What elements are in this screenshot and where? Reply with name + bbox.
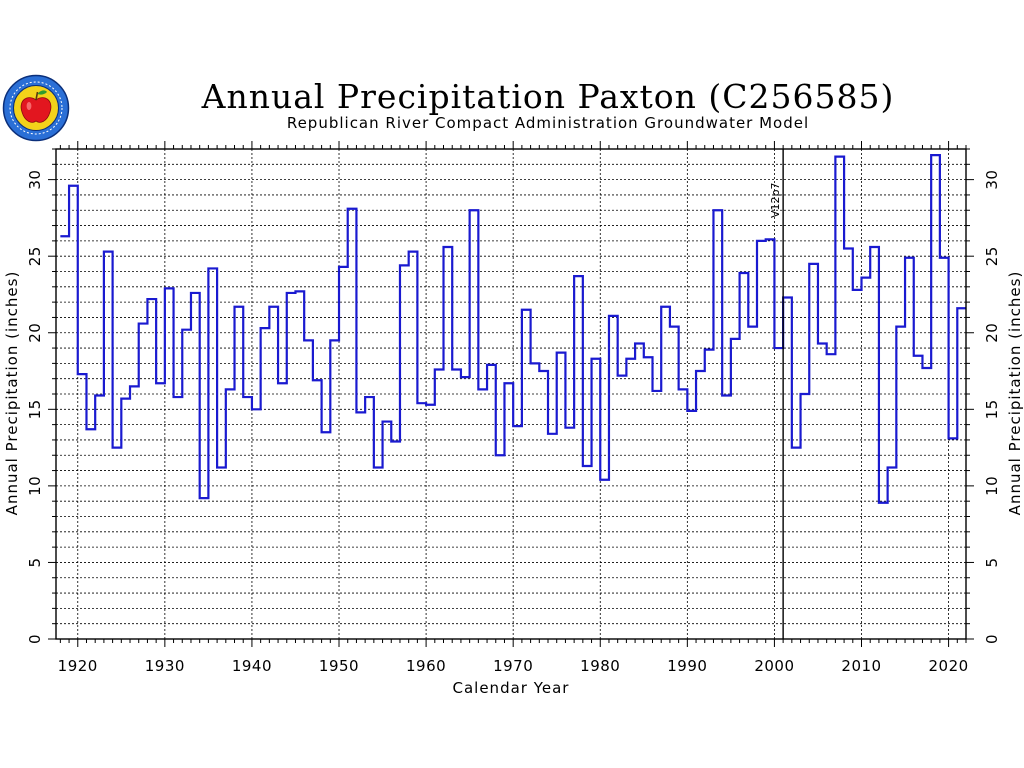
y-tick-label-right: 5 [983,557,1001,567]
y-tick-label-right: 0 [983,634,1001,644]
y-tick-label-left: 20 [26,323,44,343]
x-tick-label: 1930 [145,657,185,675]
x-tick-label: 2020 [928,657,968,675]
x-tick-label: 1940 [232,657,272,675]
precipitation-series-line [60,154,966,504]
y-tick-label-right: 10 [983,476,1001,496]
x-axis-label: Calendar Year [453,679,570,697]
x-tick-label: 1950 [319,657,359,675]
x-tick-label: 1980 [580,657,620,675]
y-tick-label-left: 10 [26,476,44,496]
y-tick-labels-right: 0 5 10 15 20 25 30 [983,170,1001,644]
y-tick-label-right: 25 [983,246,1001,266]
y-tick-label-left: 15 [26,399,44,419]
y-tick-label-left: 5 [26,557,44,567]
x-tick-label: 1970 [493,657,533,675]
x-tick-labels: 1920 1930 1940 1950 1960 1970 1980 1990 2000 2010… [58,657,969,675]
y-axis-label-left: Annual Precipitation (inches) [3,271,21,516]
y-tick-label-right: 15 [983,399,1001,419]
y-tick-label-left: 25 [26,246,44,266]
precipitation-chart: Annual Precipitation Paxton (C256585) Re… [3,77,1024,697]
x-tick-label: 1960 [406,657,446,675]
grid-lines [56,149,966,639]
y-axis-label-right: Annual Precipitation (inches) [1006,271,1024,516]
chart-subtitle: Republican River Compact Administration … [287,114,809,132]
x-tick-label: 1990 [667,657,707,675]
y-tick-label-right: 30 [983,170,1001,190]
x-tick-label: 2010 [841,657,881,675]
x-tick-label: 2000 [754,657,794,675]
rrca-seal-logo [2,74,70,142]
y-tick-label-right: 20 [983,323,1001,343]
annotation-label: V12p7 [769,182,782,218]
chart-title: Annual Precipitation Paxton (C256585) [201,77,895,116]
y-tick-label-left: 0 [26,634,44,644]
apple-seal-icon [20,90,52,123]
x-tick-label: 1920 [58,657,98,675]
plot-frame [55,148,967,640]
y-tick-labels-left: 0 5 10 15 20 25 30 [26,170,44,644]
y-tick-label-left: 30 [26,170,44,190]
